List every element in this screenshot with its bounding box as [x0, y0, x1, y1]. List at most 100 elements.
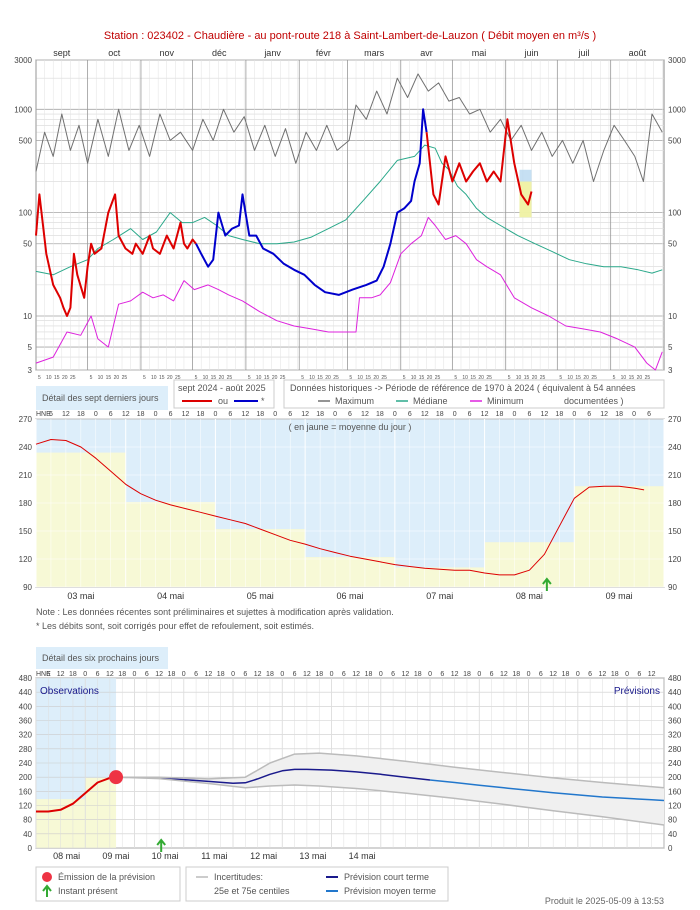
day-tick-label: 5	[38, 375, 41, 381]
forecast-ytick-left: 40	[23, 830, 32, 839]
forecast-hour-label: 0	[576, 671, 580, 678]
recent-ytick-left: 120	[19, 555, 33, 564]
day-tick-label: 15	[159, 375, 165, 381]
recent-hour-label: 0	[333, 411, 337, 418]
forecast-hour-label: 12	[204, 671, 212, 678]
footer-produced: Produit le 2025-05-09 à 13:53	[545, 896, 664, 906]
recent-hour-label: 0	[213, 411, 217, 418]
forecast-ytick-left: 120	[19, 802, 33, 811]
forecast-hour-label: 0	[280, 671, 284, 678]
forecast-hour-label: 6	[145, 671, 149, 678]
recent-series-0	[35, 439, 645, 576]
annual-ytick-left: 3	[28, 366, 33, 375]
recent-ytick-right: 180	[668, 499, 682, 508]
day-tick-label: 10	[151, 375, 157, 381]
day-tick-label: 20	[373, 375, 379, 381]
day-tick-label: 15	[575, 375, 581, 381]
forecast-hour-label: 18	[266, 671, 274, 678]
forecast-hour-label: 6	[391, 671, 395, 678]
day-tick-label: 10	[567, 375, 573, 381]
forecast-now-marker	[156, 838, 166, 852]
recent-hour-label: 6	[647, 411, 651, 418]
forecast-ytick-left: 400	[19, 702, 33, 711]
day-tick-label: 5	[403, 375, 406, 381]
forecast-hour-label: 12	[106, 671, 114, 678]
forecast-hour-label: 0	[625, 671, 629, 678]
recent-hour-label: 6	[348, 411, 352, 418]
annual-ytick-left: 5	[28, 343, 33, 352]
recent-ytick-left: 150	[19, 527, 33, 536]
forecast-ytick-right: 280	[668, 745, 682, 754]
recent-hour-label: 6	[169, 411, 173, 418]
recent-hour-label: 18	[316, 411, 324, 418]
annual-ytick-left: 10	[23, 312, 32, 321]
annual-ytick-right: 3000	[668, 56, 686, 65]
month-label-d-c: déc	[212, 48, 227, 58]
forecast-hour-label: 0	[330, 671, 334, 678]
forecast-series-medium_term-2	[429, 779, 665, 802]
day-tick-label: 5	[195, 375, 198, 381]
recent-hour-label: 6	[288, 411, 292, 418]
day-tick-label: 20	[167, 375, 173, 381]
forecast-hour-label: 0	[83, 671, 87, 678]
recent-hour-label: 6	[109, 411, 113, 418]
forecast-ytick-right: 40	[668, 830, 677, 839]
day-tick-label: 15	[419, 375, 425, 381]
forecast-day-label-14-mai: 14 mai	[349, 851, 376, 861]
recent-hour-label: 6	[468, 411, 472, 418]
legend-now-marker	[42, 884, 52, 897]
day-tick-label: 25	[333, 375, 339, 381]
day-tick-label: 25	[645, 375, 651, 381]
forecast-ytick-right: 0	[668, 844, 673, 853]
day-tick-label: 5	[90, 375, 93, 381]
day-tick-label: 20	[427, 375, 433, 381]
day-tick-label: 5	[508, 375, 511, 381]
forecast-hour-label: 6	[194, 671, 198, 678]
day-tick-label: 15	[470, 375, 476, 381]
forecast-hour-label: 12	[451, 671, 459, 678]
day-tick-label: 5	[143, 375, 146, 381]
annual-series-minimum-2	[35, 216, 663, 371]
day-tick-label: 15	[317, 375, 323, 381]
month-label-juil: juil	[577, 48, 589, 58]
recent-now-marker	[542, 577, 552, 591]
day-tick-label: 10	[309, 375, 315, 381]
annual-ytick-right: 100	[668, 209, 682, 218]
forecast-hour-label: 0	[133, 671, 137, 678]
forecast-ytick-right: 160	[668, 787, 682, 796]
recent-hour-label: 12	[600, 411, 608, 418]
recent-hour-label: 0	[154, 411, 158, 418]
recent-hour-label: 12	[301, 411, 309, 418]
annual-series-corrected-4	[195, 108, 428, 296]
forecast-series-observed-0	[36, 776, 117, 813]
legend-median-label: Médiane	[413, 396, 448, 406]
forecast-hour-label: 6	[293, 671, 297, 678]
recent-ytick-left: 270	[19, 415, 33, 424]
day-tick-label: 5	[613, 375, 616, 381]
forecast-hour-label: 18	[512, 671, 520, 678]
forecast-day-label-10-mai: 10 mai	[152, 851, 179, 861]
forecast-hour-label: 12	[648, 671, 656, 678]
forecast-hour-label: 6	[46, 671, 50, 678]
recent-ytick-right: 120	[668, 555, 682, 564]
recent-hour-label: 0	[94, 411, 98, 418]
day-tick-label: 10	[621, 375, 627, 381]
recent-ytick-left: 210	[19, 471, 33, 480]
recent-ytick-right: 270	[668, 415, 682, 424]
month-label-mai: mai	[472, 48, 487, 58]
recent-day-label-05-mai: 05 mai	[247, 591, 274, 601]
forecast-hour-label: 0	[477, 671, 481, 678]
note-preliminary: Note : Les données récentes sont prélimi…	[36, 607, 394, 617]
month-label-oct: oct	[108, 48, 121, 58]
month-label-janv: janv	[263, 48, 281, 58]
forecast-hour-label: 12	[352, 671, 360, 678]
day-tick-label: 15	[524, 375, 530, 381]
month-label-sept: sept	[53, 48, 71, 58]
recent-hour-label: 0	[453, 411, 457, 418]
recent-hour-label: 6	[408, 411, 412, 418]
forecast-day-label-12-mai: 12 mai	[250, 851, 277, 861]
day-tick-label: 25	[591, 375, 597, 381]
day-tick-label: 5	[301, 375, 304, 381]
recent-hour-label: 12	[122, 411, 130, 418]
